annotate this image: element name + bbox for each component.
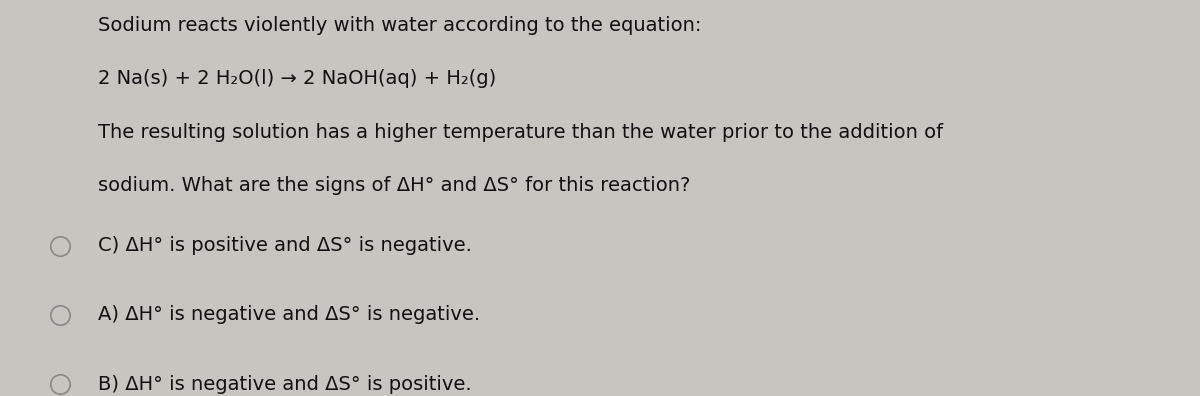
- Text: Sodium reacts violently with water according to the equation:: Sodium reacts violently with water accor…: [98, 16, 702, 35]
- Text: The resulting solution has a higher temperature than the water prior to the addi: The resulting solution has a higher temp…: [98, 123, 943, 142]
- Text: A) ΔH° is negative and ΔS° is negative.: A) ΔH° is negative and ΔS° is negative.: [98, 305, 480, 324]
- Text: B) ΔH° is negative and ΔS° is positive.: B) ΔH° is negative and ΔS° is positive.: [98, 375, 472, 394]
- Text: C) ΔH° is positive and ΔS° is negative.: C) ΔH° is positive and ΔS° is negative.: [98, 236, 473, 255]
- Text: sodium. What are the signs of ΔH° and ΔS° for this reaction?: sodium. What are the signs of ΔH° and ΔS…: [98, 176, 691, 195]
- Text: 2 Na(s) + 2 H₂O(l) → 2 NaOH(aq) + H₂(g): 2 Na(s) + 2 H₂O(l) → 2 NaOH(aq) + H₂(g): [98, 69, 497, 88]
